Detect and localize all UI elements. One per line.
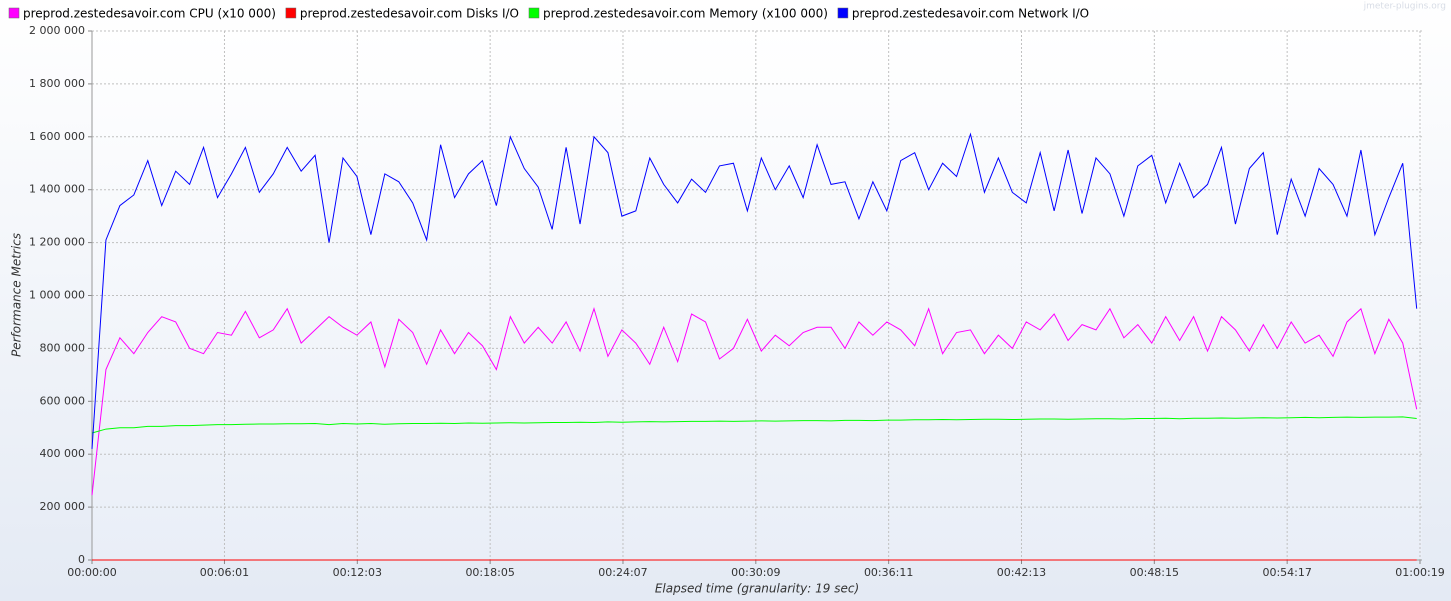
y-tick-label: 2 000 000 xyxy=(29,24,85,37)
y-tick-label: 400 000 xyxy=(40,447,86,460)
x-tick-label: 00:18:05 xyxy=(465,566,514,579)
legend-swatch xyxy=(837,7,849,19)
x-tick-label: 00:12:03 xyxy=(333,566,382,579)
y-tick-label: 1 600 000 xyxy=(29,130,85,143)
x-tick-label: 00:42:13 xyxy=(997,566,1046,579)
y-tick-label: 1 400 000 xyxy=(29,183,85,196)
y-axis-title: Performance Metrics xyxy=(10,233,24,357)
y-tick-label: 600 000 xyxy=(40,394,86,407)
x-tick-label: 00:48:15 xyxy=(1130,566,1179,579)
watermark: jmeter-plugins.org xyxy=(1363,2,1446,12)
y-tick-label: 200 000 xyxy=(40,500,86,513)
legend: preprod.zestedesavoir.com CPU (x10 000) p… xyxy=(8,7,1089,21)
x-tick-label: 00:06:01 xyxy=(200,566,249,579)
x-axis-title: Elapsed time (granularity: 19 sec) xyxy=(655,582,859,596)
x-tick-label: 00:36:11 xyxy=(864,566,913,579)
legend-label: preprod.zestedesavoir.com Network I/O xyxy=(852,7,1089,21)
y-tick-label: 800 000 xyxy=(40,341,86,354)
x-tick-label: 00:54:17 xyxy=(1262,566,1311,579)
series-line xyxy=(91,132,1418,449)
x-tick-label: 00:30:09 xyxy=(731,566,780,579)
legend-swatch xyxy=(285,7,297,19)
y-tick-label: 1 200 000 xyxy=(29,236,85,249)
legend-swatch xyxy=(528,7,540,19)
legend-label: preprod.zestedesavoir.com Memory (x100 0… xyxy=(543,7,828,21)
y-tick-label: 0 xyxy=(78,553,85,566)
y-tick-label: 1 800 000 xyxy=(29,77,85,90)
series-line xyxy=(91,416,1417,434)
x-tick-label: 00:00:00 xyxy=(67,566,116,579)
legend-label: preprod.zestedesavoir.com Disks I/O xyxy=(300,7,519,21)
x-tick-label: 01:00:19 xyxy=(1395,566,1444,579)
series-line xyxy=(91,307,1418,496)
legend-label: preprod.zestedesavoir.com CPU (x10 000) xyxy=(23,7,276,21)
x-tick-label: 00:24:07 xyxy=(598,566,647,579)
legend-swatch xyxy=(8,7,20,19)
y-tick-label: 1 000 000 xyxy=(29,289,85,302)
